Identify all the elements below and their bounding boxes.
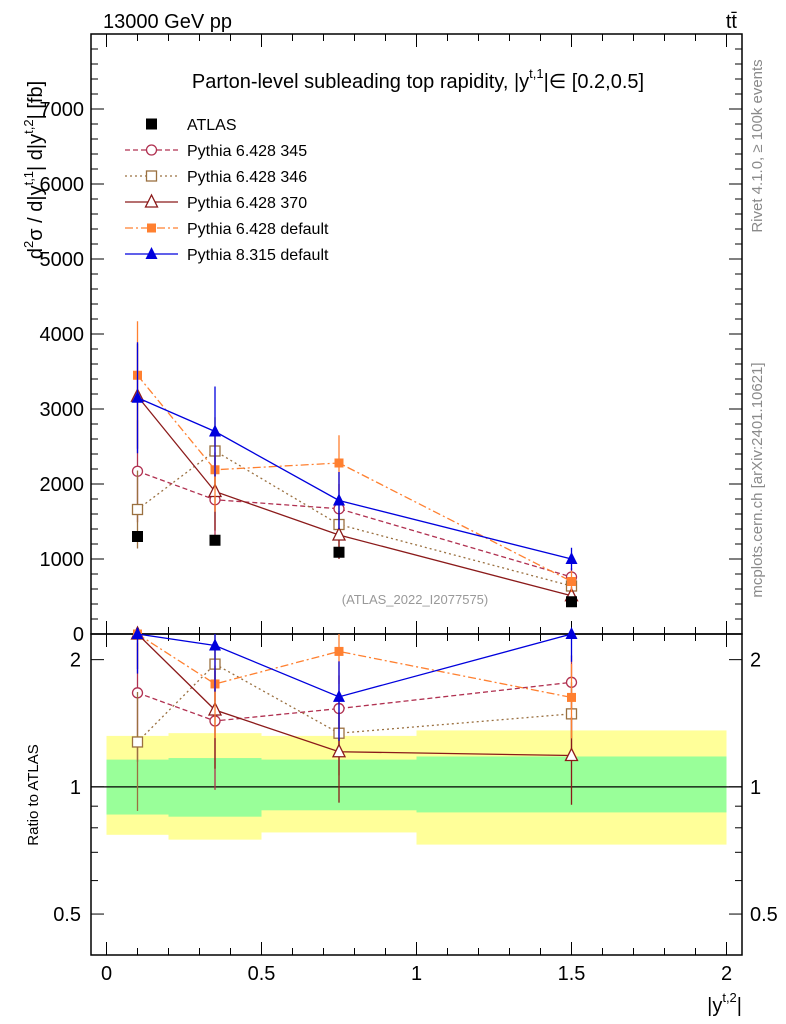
energy-label: 13000 GeV pp [103,11,232,33]
marker-open-square [145,170,158,182]
marker-data-square [333,546,345,558]
y-tick-label: 3000 [40,399,85,421]
series-pythia-6-428-370 [130,343,579,605]
ratio-tick-label-right: 1 [750,777,761,799]
marker-data-square [132,531,143,542]
y-tick-label: 4000 [40,324,85,346]
ratio-tick-label-left: 0.5 [53,904,81,926]
main-axes: 0 1000 2000 3000 4000 5000 6000 7000 [40,33,743,646]
marker-filled-triangle [333,689,345,702]
marker-data-square [209,534,221,546]
ratio-tick-label-left: 1 [70,777,81,799]
title-sup: t,1 [529,66,543,81]
marker-filled-triangle [565,627,578,639]
ratio-pythia-6-428-default [133,629,576,739]
legend-label: Pythia 6.428 345 [187,143,307,160]
marker-filled-triangle [131,390,144,403]
y-tick-label: 7000 [40,99,85,121]
series-pythia-6-428-346 [131,417,578,595]
ratio-line [137,663,572,743]
x-tick-label: 1 [411,963,422,985]
marker-open-triangle [144,193,159,208]
ratio-line [137,633,572,698]
legend-entry: Pythia 6.428 370 [125,193,307,212]
ratio-tick-label-left: 2 [70,650,81,672]
marker-filled-triangle [209,638,221,651]
series-line [137,397,572,560]
x-tick-label: 1.5 [558,963,586,985]
marker-data-square [566,596,577,608]
marker-open-square [131,736,144,748]
main-series [130,321,579,608]
chart-title: Parton-level subleading top rapidity, |y… [192,66,644,93]
series-pythia-6-428-345 [131,420,578,586]
series-pythia-6-428-default [133,321,576,592]
series-line [137,470,572,578]
legend-label: Pythia 6.428 default [187,221,329,238]
mcplots-label: mcplots.cern.ch [arXiv:2401.10621] [749,362,766,597]
legend-label: Pythia 8.315 default [187,247,329,264]
marker-filled-square [567,692,576,702]
marker-open-triangle [564,747,579,762]
series-line [136,395,572,597]
marker-data-square [146,118,157,130]
series-line [136,374,572,583]
marker-open-square [131,503,144,516]
marker-filled-square [334,646,344,656]
series-line [137,450,572,587]
legend-entry-atlas: ATLAS [146,117,237,134]
ratio-tick-label-right: 0.5 [750,904,778,926]
legend-label: ATLAS [187,117,237,134]
y-tick-label: 1000 [40,549,85,571]
analysis-watermark: (ATLAS_2022_I2077575) [342,592,488,607]
y-tick-label: 5000 [40,249,85,271]
legend-entry: Pythia 6.428 default [125,221,329,238]
legend-label: Pythia 6.428 370 [187,195,307,212]
marker-filled-triangle [131,627,144,639]
legend-entry: Pythia 8.315 default [125,247,329,264]
marker-filled-triangle [145,247,158,259]
ratio-tick-label-right: 2 [750,650,761,672]
title-suffix: |∈ [0.2,0.5] [544,71,644,93]
marker-filled-square [147,223,156,233]
x-tick-label: 2 [721,963,732,985]
ratio-axes: 0.5 0.5 1 1 2 2 0 0.5 1 1.5 2 [53,633,778,985]
y-tick-label: 0 [73,624,84,646]
marker-filled-square [567,577,576,586]
ratio-y-axis-label: Ratio to ATLAS [25,744,42,845]
y-tick-label: 2000 [40,474,85,496]
marker-filled-square [334,458,344,468]
ratio-series [130,625,579,811]
marker-filled-triangle [209,424,221,437]
ratio-bands [91,730,742,845]
marker-filled-triangle [565,552,578,564]
x-tick-label: 0 [101,963,112,985]
legend-entry: Pythia 6.428 345 [125,143,307,160]
ratio-line [137,633,572,699]
legend-label: Pythia 6.428 346 [187,169,307,186]
process-label: tt̄ [726,11,738,33]
x-tick-label: 0.5 [248,963,276,985]
ratio-line [137,681,572,722]
title-prefix: Parton-level subleading top rapidity, |y [192,71,529,93]
marker-open-triangle [331,526,347,541]
series-atlas [132,531,577,608]
ratio-pythia-8-315-default [131,627,578,741]
legend-entry: Pythia 6.428 346 [125,169,307,186]
marker-open-circle [145,144,158,156]
y-axis-label: d2σ / d|yt,1| d|yt,2| [fb] [21,81,47,259]
y-tick-label: 6000 [40,174,85,196]
marker-open-triangle [331,743,347,758]
ratio-line [137,633,572,757]
marker-filled-triangle [333,493,345,506]
legend: ATLAS Pythia 6.428 345 Pythia 6.428 346 Pyt… [125,117,329,264]
series-pythia-8-315-default [131,342,578,571]
x-axis-label: |yt,2| [707,990,742,1017]
rivet-label: Rivet 4.1.0, ≥ 100k events [749,59,766,232]
